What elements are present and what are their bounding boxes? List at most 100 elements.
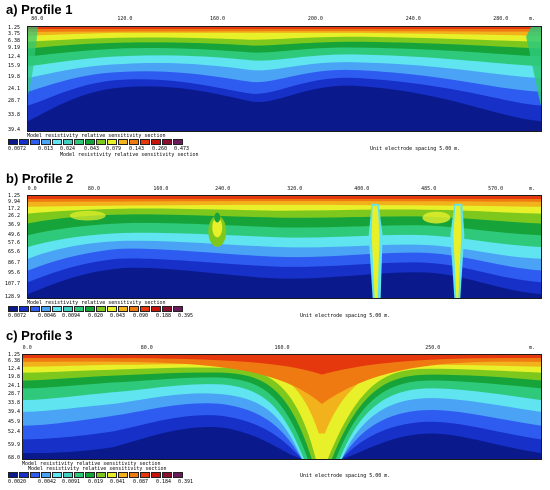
legend-swatch — [151, 139, 161, 145]
legend-swatch — [41, 472, 51, 478]
profile-1-section — [27, 26, 542, 132]
depth-tick: 6.38 — [7, 37, 20, 44]
profile-3-spacing-label: Unit electrode spacing 5.00 m. — [300, 473, 391, 479]
depth-tick: 28.7 — [7, 391, 20, 398]
depth-tick: 65.6 — [7, 249, 20, 256]
legend-swatch — [162, 139, 172, 145]
legend-swatch — [74, 472, 84, 478]
profile-3-caption-lower: Model resistivity relative sensitivity s… — [28, 466, 167, 472]
legend-swatch — [140, 139, 150, 145]
legend-value: 0.0094 — [62, 313, 81, 319]
profile-2-depth-axis: 1.25 9.94 17.2 26.2 36.9 49.6 57.6 65.6 … — [0, 193, 22, 300]
legend-swatch — [107, 472, 117, 478]
profile-2-spacing-label: Unit electrode spacing 5.00 m. — [300, 313, 391, 319]
legend-swatch — [118, 472, 128, 478]
x-tick: 80.0 — [140, 345, 153, 351]
depth-tick: 1.25 — [7, 25, 20, 32]
depth-tick: 107.7 — [4, 281, 20, 288]
depth-tick: 12.4 — [7, 365, 20, 372]
legend-value: 0.043 — [110, 313, 126, 319]
depth-tick: 9.19 — [7, 45, 20, 52]
legend-swatch — [107, 306, 117, 312]
legend-value: 0.0072 — [8, 313, 27, 319]
legend-value: 0.0072 — [8, 146, 27, 152]
legend-swatch — [19, 139, 29, 145]
depth-tick: 12.4 — [7, 53, 20, 60]
legend-value: 0.013 — [38, 146, 54, 152]
x-unit: m. — [529, 186, 536, 192]
legend-swatch — [19, 472, 29, 478]
profile-3-contour — [23, 355, 541, 459]
legend-swatch — [74, 306, 84, 312]
x-tick: 0.0 — [22, 345, 32, 351]
x-tick: 280.0 — [493, 16, 509, 22]
legend-swatch — [52, 472, 62, 478]
depth-tick: 86.7 — [7, 259, 20, 266]
depth-tick: 39.4 — [7, 126, 20, 133]
legend-swatch — [162, 306, 172, 312]
legend-value: 0.019 — [88, 479, 104, 485]
depth-tick: 1.25 — [7, 193, 20, 200]
profile-2-legend-values: 0.0072 0.0046 0.0094 0.020 0.043 0.090 0… — [8, 313, 193, 320]
legend-swatch — [52, 139, 62, 145]
depth-tick: 24.1 — [7, 85, 20, 92]
profile-2-caption: Model resistivity relative sensitivity s… — [27, 300, 166, 306]
profile-1-contour — [28, 27, 541, 131]
depth-tick: 15.9 — [7, 63, 20, 70]
legend-swatch — [129, 306, 139, 312]
profile-1-x-axis: 80.0 120.0 160.0 200.0 240.0 280.0 m. — [27, 15, 542, 25]
legend-swatch — [41, 139, 51, 145]
legend-swatch — [173, 306, 183, 312]
profile-3-legend — [8, 472, 183, 478]
legend-swatch — [118, 139, 128, 145]
legend-value: 0.043 — [84, 146, 100, 152]
x-tick: 80.0 — [31, 16, 44, 22]
x-tick: 240.0 — [215, 186, 231, 192]
depth-tick: 28.7 — [7, 98, 20, 105]
legend-value: 0.260 — [152, 146, 168, 152]
legend-swatch — [107, 139, 117, 145]
legend-swatch — [19, 306, 29, 312]
profile-2-contour — [28, 196, 541, 298]
profile-3-depth-axis: 1.25 6.38 12.4 19.8 24.1 28.7 33.8 39.4 … — [0, 352, 22, 461]
legend-swatch — [118, 306, 128, 312]
profile-1-caption: Model resistivity relative sensitivity s… — [27, 133, 166, 139]
legend-swatch — [96, 139, 106, 145]
depth-tick: 95.6 — [7, 270, 20, 276]
legend-swatch — [140, 472, 150, 478]
depth-tick: 3.75 — [7, 31, 20, 38]
depth-tick: 26.2 — [7, 212, 20, 219]
legend-swatch — [8, 139, 18, 145]
depth-tick: 57.6 — [7, 239, 20, 246]
legend-swatch — [8, 472, 18, 478]
x-tick: 200.0 — [307, 16, 323, 22]
profile-1-spacing-label: Unit electrode spacing 5.00 m. — [370, 146, 461, 152]
x-tick: 485.0 — [421, 186, 437, 192]
legend-value: 0.188 — [156, 313, 172, 319]
profile-2-section — [27, 195, 542, 299]
legend-swatch — [41, 306, 51, 312]
legend-swatch — [30, 472, 40, 478]
legend-swatch — [173, 472, 183, 478]
x-tick: 400.0 — [354, 186, 370, 192]
x-unit: m. — [529, 16, 536, 22]
profile-2-panel: b) Profile 2 0.0 80.0 160.0 240.0 320.0 … — [0, 163, 550, 328]
profile-2-x-axis: 0.0 80.0 160.0 240.0 320.0 400.0 485.0 5… — [27, 185, 542, 195]
legend-value: 0.041 — [110, 479, 126, 485]
profile-1-panel: a) Profile 1 80.0 120.0 160.0 200.0 240.… — [0, 0, 550, 160]
legend-value: 0.0042 — [38, 479, 57, 485]
profile-1-title: a) Profile 1 — [6, 2, 73, 17]
legend-swatch — [140, 306, 150, 312]
x-tick: 160.0 — [210, 16, 226, 22]
legend-swatch — [85, 306, 95, 312]
legend-swatch — [96, 472, 106, 478]
depth-tick: 19.8 — [7, 374, 20, 381]
legend-value: 0.079 — [106, 146, 122, 152]
depth-tick: 1.25 — [7, 352, 20, 359]
x-tick: 160.0 — [274, 345, 290, 351]
profile-3-legend-values: 0.0020 0.0042 0.0091 0.019 0.041 0.087 0… — [8, 479, 193, 486]
profile-1-legend — [8, 139, 183, 145]
profile-3-title: c) Profile 3 — [6, 328, 73, 343]
depth-tick: 68.0 — [7, 454, 20, 461]
x-tick: 120.0 — [117, 16, 133, 22]
